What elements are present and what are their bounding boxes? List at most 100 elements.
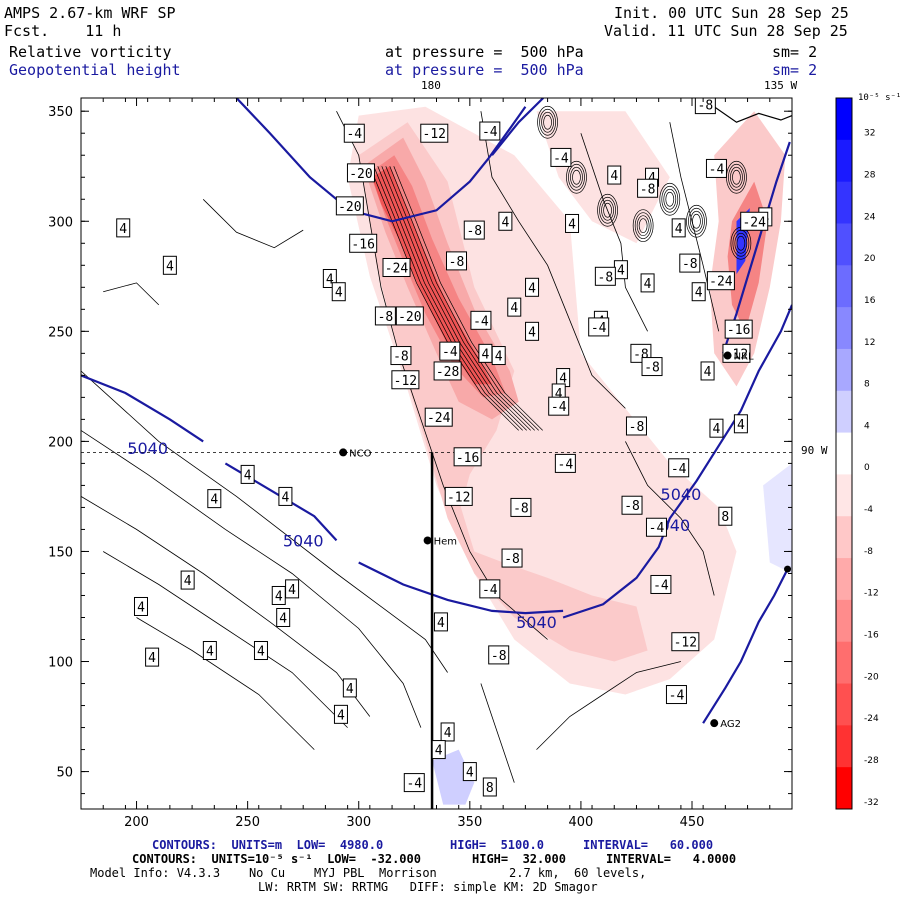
x-tick-label: 400 bbox=[569, 815, 594, 830]
pressure-height: at pressure = 500 hPa bbox=[385, 61, 584, 79]
height-contour-label: 5040 bbox=[661, 485, 702, 504]
vorticity-label-box bbox=[331, 282, 346, 302]
station-marker bbox=[723, 351, 732, 360]
vorticity-contour-cluster bbox=[537, 105, 558, 139]
colorbar-swatch bbox=[836, 516, 852, 559]
vorticity-label-box bbox=[607, 165, 622, 185]
vorticity-label: 4 bbox=[275, 589, 283, 604]
x-tick-label: 300 bbox=[346, 815, 371, 830]
colorbar-label: 0 bbox=[864, 463, 870, 473]
vorticity-label: -12 bbox=[674, 636, 697, 651]
colorbar-swatch bbox=[836, 307, 852, 350]
vorticity-label: 4 bbox=[555, 387, 563, 402]
station-label: Hem bbox=[434, 536, 457, 547]
y-tick-label: 250 bbox=[48, 325, 73, 340]
vorticity-contour-cluster bbox=[686, 204, 707, 238]
vorticity-contour bbox=[81, 430, 422, 728]
vorticity-label: 4 bbox=[695, 286, 703, 301]
height-contour-interval: INTERVAL= 60.000 bbox=[583, 838, 714, 852]
y-tick-label: 150 bbox=[48, 545, 73, 560]
vorticity-label: 4 bbox=[713, 422, 721, 437]
vorticity-label-box bbox=[491, 346, 506, 366]
vorticity-label: -4 bbox=[482, 125, 498, 140]
vorticity-label: 4 bbox=[244, 468, 252, 483]
vorticity-label: 4 bbox=[528, 281, 536, 296]
colorbar-label: 20 bbox=[864, 254, 876, 264]
vorticity-label: 4 bbox=[279, 611, 287, 626]
vorticity-label-box bbox=[641, 357, 663, 377]
vorticity-contour-cluster bbox=[601, 199, 614, 221]
vorticity-contour bbox=[536, 661, 681, 750]
colorbar-unit: 10⁻⁵ s⁻¹ bbox=[858, 93, 900, 103]
colorbar-label: -28 bbox=[864, 756, 879, 766]
vorticity-contour-dense bbox=[393, 166, 543, 431]
vorticity-contour bbox=[625, 441, 715, 596]
vorticity-label: 4 bbox=[326, 273, 334, 288]
vorticity-contour-cluster bbox=[568, 163, 585, 191]
vorticity-contour bbox=[580, 133, 648, 332]
vorticity-label: 4 bbox=[335, 286, 343, 301]
vorticity-contour bbox=[81, 370, 448, 673]
y-tick-label: 200 bbox=[48, 435, 73, 450]
colorbar-swatch bbox=[836, 641, 852, 685]
height-contour bbox=[491, 98, 544, 156]
vorticity-label-box bbox=[482, 777, 497, 797]
vorticity-label: -8 bbox=[640, 182, 656, 197]
vorticity-label-box bbox=[276, 607, 291, 627]
vorticity-label-box bbox=[145, 647, 160, 667]
vorticity-label-box bbox=[278, 486, 293, 506]
vorticity-contour-interval: INTERVAL= 4.0000 bbox=[606, 852, 737, 866]
vorticity-label: -4 bbox=[558, 457, 574, 472]
colorbar-swatch bbox=[836, 181, 852, 224]
vorticity-label: -8 bbox=[504, 552, 520, 567]
vorticity-label-box bbox=[333, 704, 348, 724]
colorbar-swatch bbox=[836, 683, 852, 726]
vorticity-contour bbox=[480, 683, 515, 783]
y-tick-label: 50 bbox=[56, 766, 73, 781]
vorticity-contour bbox=[103, 282, 160, 306]
vorticity-label-box bbox=[565, 213, 580, 233]
vorticity-label-box bbox=[391, 370, 420, 390]
vorticity-label: 4 bbox=[257, 645, 265, 660]
x-tick-label: 250 bbox=[235, 815, 260, 830]
vorticity-contour-cluster bbox=[539, 108, 556, 136]
init-time: Init. 00 UTC Sun 28 Sep 25 bbox=[614, 4, 849, 22]
vorticity-label: 4 bbox=[617, 264, 625, 279]
vorticity-label-box bbox=[335, 196, 364, 216]
x-tick-label: 350 bbox=[457, 815, 482, 830]
vorticity-label-box bbox=[550, 147, 572, 167]
height-contour bbox=[702, 568, 789, 724]
field-vorticity: Relative vorticity bbox=[9, 43, 172, 61]
vorticity-contour-cluster bbox=[663, 188, 677, 210]
colorbar-label: 32 bbox=[864, 129, 875, 139]
height-contour-label: 5040 bbox=[127, 439, 168, 458]
vorticity-label: 4 bbox=[148, 651, 156, 666]
colorbar-swatch bbox=[836, 139, 852, 183]
height-contour-label: 5040 bbox=[516, 613, 557, 632]
vorticity-label: 4 bbox=[466, 766, 474, 781]
x-tick-label: 200 bbox=[124, 815, 149, 830]
station-marker bbox=[423, 536, 432, 545]
vorticity-contour-dense bbox=[369, 166, 519, 431]
vorticity-label: 4 bbox=[559, 372, 567, 387]
vorticity-contour-info: CONTOURS: UNITS=10⁻⁵ s⁻¹ LOW= -32.000 bbox=[132, 852, 421, 866]
vorticity-label: -8 bbox=[629, 420, 645, 435]
vorticity-label: 4 bbox=[210, 493, 218, 508]
vorticity-label: -8 bbox=[698, 99, 714, 114]
vorticity-label: -4 bbox=[649, 521, 665, 536]
vorticity-label: -8 bbox=[449, 255, 465, 270]
colorbar-label: 12 bbox=[864, 338, 875, 348]
vorticity-contour-cluster bbox=[638, 218, 648, 234]
vorticity-label-box bbox=[625, 416, 647, 436]
vorticity-label: 4 bbox=[481, 347, 489, 362]
vorticity-label-box bbox=[133, 596, 148, 616]
vorticity-contour-cluster bbox=[661, 185, 679, 213]
vorticity-label-box bbox=[691, 282, 706, 302]
vorticity-label: -20 bbox=[349, 167, 372, 182]
vorticity-label-box bbox=[420, 123, 449, 143]
vorticity-label-box bbox=[470, 310, 492, 330]
pressure-vorticity: at pressure = 500 hPa bbox=[385, 43, 584, 61]
colorbar-swatch bbox=[836, 474, 852, 517]
colorbar-label: -12 bbox=[864, 589, 879, 599]
colorbar-swatch bbox=[836, 599, 852, 643]
